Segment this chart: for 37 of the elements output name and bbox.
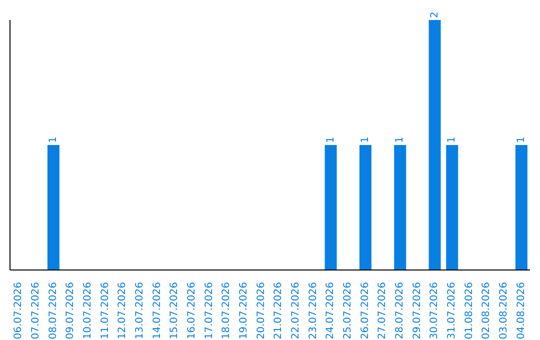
x-tick-label: 08.07.2026 xyxy=(48,282,59,340)
x-tick-label: 13.07.2026 xyxy=(134,282,146,340)
x-tick-label: 04.08.2026 xyxy=(516,282,527,340)
x-tick-label: 24.07.2026 xyxy=(325,282,336,340)
x-tick-label: 26.07.2026 xyxy=(360,282,371,340)
x-tick-label: 25.07.2026 xyxy=(342,282,354,340)
x-tick-label: 16.07.2026 xyxy=(186,282,198,340)
data-label: 1 xyxy=(48,136,59,143)
x-tick-label: 06.07.2026 xyxy=(13,282,24,340)
x-tick-label: 15.07.2026 xyxy=(169,282,180,340)
x-tick-label: 09.07.2026 xyxy=(65,282,76,340)
x-tick-label: 19.07.2026 xyxy=(238,282,250,340)
x-tick-label: 31.07.2026 xyxy=(446,282,458,340)
x-tick-label: 18.07.2026 xyxy=(221,282,232,340)
x-tick-label: 03.08.2026 xyxy=(498,282,510,340)
x-tick-label: 20.07.2026 xyxy=(256,282,267,340)
x-tick-label: 23.07.2026 xyxy=(308,282,319,340)
x-tick-label: 12.07.2026 xyxy=(117,282,128,340)
data-label: 1 xyxy=(516,136,527,143)
data-label: 1 xyxy=(446,136,458,143)
data-label: 2 xyxy=(429,12,440,18)
x-tick-label: 07.07.2026 xyxy=(30,282,42,340)
data-label: 1 xyxy=(325,136,336,143)
x-tick-label: 11.07.2026 xyxy=(100,282,111,340)
data-label: 1 xyxy=(360,136,371,143)
x-tick-label: 14.07.2026 xyxy=(152,282,163,340)
x-tick-label: 21.07.2026 xyxy=(273,282,284,340)
data-label: 1 xyxy=(394,136,406,143)
x-tick-label: 30.07.2026 xyxy=(429,282,440,340)
x-tick-label: 28.07.2026 xyxy=(394,282,406,340)
x-tick-label: 17.07.2026 xyxy=(204,282,215,340)
x-tick-label: 02.08.2026 xyxy=(481,282,492,340)
x-tick-label: 27.07.2026 xyxy=(377,282,388,340)
x-tick-label: 22.07.2026 xyxy=(290,282,302,340)
x-tick-label: 01.08.2026 xyxy=(464,282,475,340)
x-tick-label: 10.07.2026 xyxy=(82,282,94,340)
x-tick-label: 29.07.2026 xyxy=(412,282,423,340)
